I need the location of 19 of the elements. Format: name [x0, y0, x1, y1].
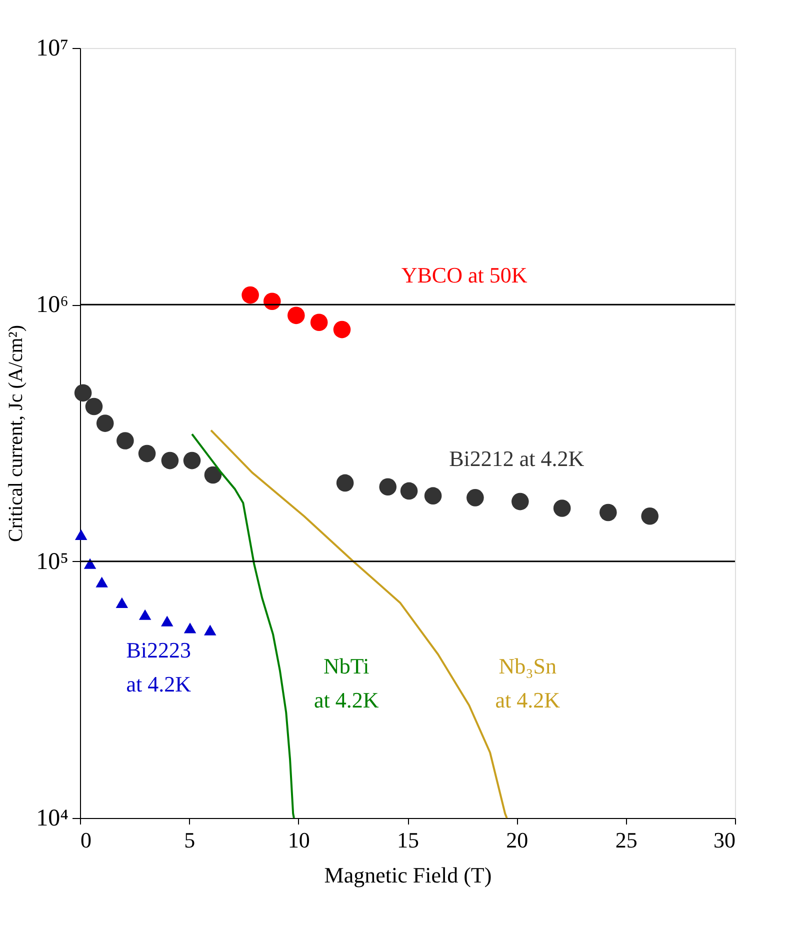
line-series [191, 433, 295, 819]
y-tick-label: 10⁴ [36, 806, 68, 832]
y-axis-title: Critical current, Jc (A/cm²) [5, 324, 28, 542]
x-tick-label: 20 [506, 828, 528, 852]
series-label: Bi2223 at 4.2K [126, 637, 192, 696]
y-tick-label: 10⁶ [36, 292, 68, 318]
y-tick-label: 10⁷ [36, 36, 68, 62]
series-label: NbTi at 4.2K [314, 653, 379, 712]
x-tick-label: 10 [288, 828, 310, 852]
x-tick-label: 5 [184, 828, 196, 852]
x-tick-label: 30 [714, 828, 736, 852]
x-tick-label: 0 [80, 828, 92, 852]
text: YBCO at 50K [401, 262, 528, 288]
series-label: Bi2212 at 4.2K [449, 446, 584, 472]
y-tick-label: 10⁵ [36, 548, 68, 575]
x-tick-label: 15 [397, 828, 419, 852]
x-tick-label: 25 [615, 828, 638, 852]
x-axis-title: Magnetic Field (T) [324, 862, 492, 888]
series-label: Nb₃Sn at 4.2K [495, 653, 560, 712]
